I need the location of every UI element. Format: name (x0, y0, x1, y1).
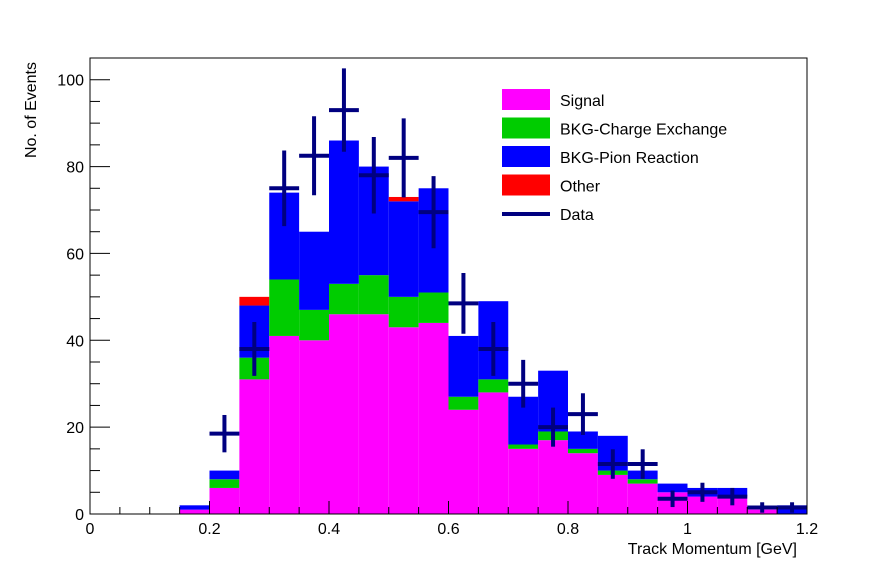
data-point (209, 414, 240, 453)
y-tick-label: 100 (57, 73, 84, 90)
y-tick-label: 40 (66, 333, 84, 350)
legend-label: Other (560, 179, 601, 196)
x-tick-label: 1 (683, 521, 692, 538)
legend-label: BKG-Pion Reaction (560, 150, 699, 167)
bar-signal (478, 392, 509, 514)
bar-signal (448, 409, 479, 514)
bar-bkg-charge-exchange (568, 448, 598, 454)
bar-other (388, 196, 419, 202)
data-point (627, 449, 658, 479)
data-point (388, 118, 419, 198)
data-point (717, 487, 748, 506)
legend-swatch (502, 89, 550, 110)
bar-bkg-charge-exchange (627, 479, 658, 484)
bar-bkg-charge-exchange (299, 309, 329, 341)
bar-signal (538, 440, 568, 514)
bar-bkg-pion-reaction (299, 231, 329, 310)
bar-bkg-charge-exchange (418, 292, 449, 323)
bar-bkg-charge-exchange (388, 296, 419, 328)
bar-signal (388, 327, 419, 514)
data-point (747, 502, 778, 513)
bar-signal (358, 314, 389, 514)
stacked-bars (179, 140, 807, 514)
legend: Signal BKG-Charge Exchange BKG-Pion Reacti… (502, 89, 727, 224)
data-point (597, 449, 628, 479)
bar-signal (179, 509, 210, 514)
bar-signal (239, 379, 270, 514)
bar-bkg-pion-reaction (329, 140, 359, 284)
bar-signal (687, 496, 718, 514)
bar-bkg-charge-exchange (209, 479, 240, 488)
legend-label: Signal (560, 93, 604, 110)
data-point (478, 322, 509, 376)
data-point (568, 393, 598, 435)
bar-bkg-charge-exchange (448, 396, 479, 410)
x-tick-label: 0.4 (318, 521, 340, 538)
data-point (687, 482, 718, 502)
y-axis-label: No. of Events (23, 62, 40, 158)
bar-bkg-charge-exchange (478, 379, 509, 393)
legend-swatch (502, 146, 550, 167)
x-axis-label: Track Momentum [GeV] (628, 541, 797, 558)
data-point (329, 68, 359, 152)
data-point (299, 116, 329, 196)
x-tick-label: 1.2 (796, 521, 818, 538)
bar-signal (508, 448, 539, 514)
bar-bkg-charge-exchange (329, 283, 359, 315)
x-tick-label: 0.2 (198, 521, 220, 538)
data-point (448, 272, 479, 334)
bar-bkg-pion-reaction (657, 483, 688, 493)
data-point (418, 176, 449, 249)
bar-bkg-pion-reaction (209, 470, 240, 480)
x-tick-label: 0.6 (437, 521, 459, 538)
bar-signal (269, 335, 300, 514)
bar-bkg-pion-reaction (448, 335, 479, 397)
y-tick-label: 60 (66, 246, 84, 263)
y-tick-label: 0 (75, 507, 84, 524)
bar-signal (627, 483, 658, 514)
bar-bkg-charge-exchange (358, 275, 389, 315)
bar-signal (568, 453, 598, 514)
legend-swatch (502, 174, 550, 196)
data-point (777, 502, 807, 513)
x-tick-label: 0.8 (557, 521, 579, 538)
y-tick-label: 80 (66, 160, 84, 177)
y-tick-label: 20 (66, 420, 84, 437)
x-tick-label: 0 (86, 521, 95, 538)
data-point (508, 359, 539, 408)
bar-signal (418, 322, 449, 514)
data-point (657, 490, 688, 508)
bar-bkg-pion-reaction (179, 505, 210, 510)
legend-label: BKG-Charge Exchange (560, 122, 727, 139)
legend-label: Data (560, 207, 594, 224)
bar-bkg-charge-exchange (508, 444, 539, 449)
data-point (239, 322, 270, 376)
bar-signal (209, 487, 240, 514)
bar-other (239, 296, 270, 306)
axes: 0 0.2 0.4 0.6 0.8 1 1.2 0 20 40 60 80 100 (57, 57, 818, 538)
bar-bkg-charge-exchange (269, 279, 300, 336)
data-point (358, 137, 389, 214)
bar-bkg-pion-reaction (388, 201, 419, 297)
data-point (269, 150, 300, 227)
data-point (538, 407, 568, 447)
legend-swatch (502, 117, 550, 139)
bar-signal (299, 340, 329, 514)
bar-bkg-pion-reaction (568, 431, 598, 449)
bar-signal (329, 314, 359, 514)
bar-signal (597, 474, 628, 514)
data-points (209, 68, 807, 513)
